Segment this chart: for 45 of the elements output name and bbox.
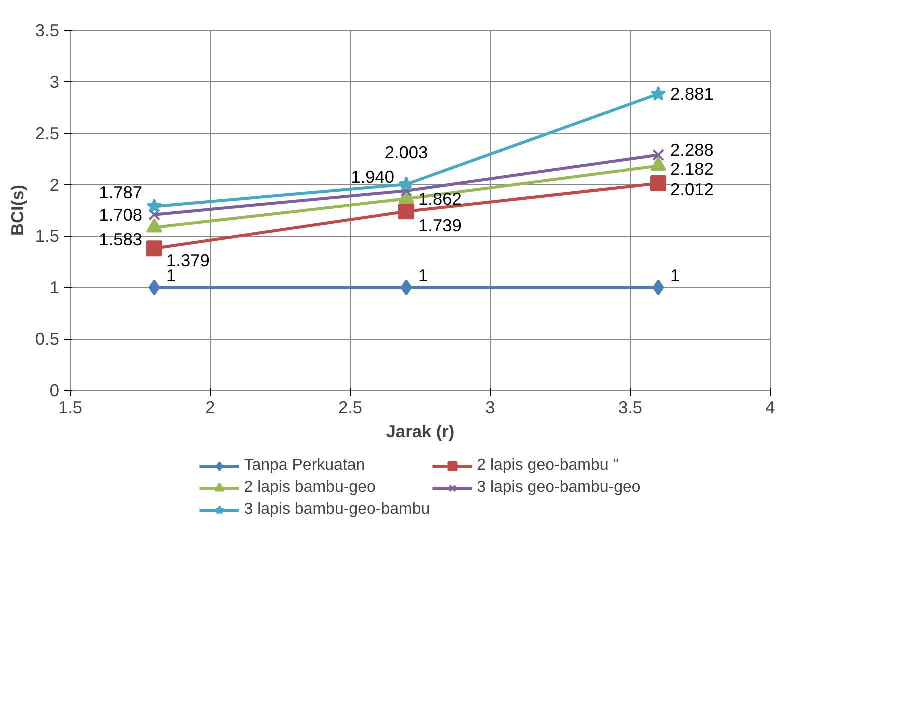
data-label: 1 [418, 266, 428, 286]
data-label: 1.940 [351, 166, 395, 187]
legend-label: 2 lapis geo-bambu " [477, 457, 619, 475]
y-tick-label: 2 [50, 174, 60, 195]
x-tick-label: 3.5 [618, 398, 643, 418]
point [652, 280, 664, 296]
point [148, 208, 160, 221]
y-tick-label: 0.5 [35, 329, 60, 350]
point [400, 280, 412, 296]
data-label: 1.583 [99, 230, 143, 250]
point [650, 176, 666, 192]
y-tick-label: 3 [50, 72, 60, 92]
data-label: 1 [670, 266, 680, 286]
data-label: 2.881 [670, 84, 714, 104]
point [398, 176, 414, 192]
data-label: 1.787 [99, 182, 143, 203]
point [146, 198, 162, 214]
point [148, 280, 160, 296]
x-axis-title: Jarak (r) [386, 422, 455, 442]
x-tick-label: 3 [486, 398, 496, 418]
legend-label: 3 lapis geo-bambu-geo [477, 479, 641, 497]
legend-label: Tanpa Perkuatan [244, 457, 366, 475]
y-tick-label: 2.5 [35, 123, 60, 144]
y-tick-label: 0 [50, 380, 60, 400]
point [398, 204, 414, 220]
legend-label: 2 lapis bambu-geo [244, 479, 376, 497]
point [650, 86, 666, 101]
data-label: 1.739 [418, 216, 462, 236]
x-tick-label: 4 [766, 398, 776, 418]
data-label: 2.182 [670, 159, 714, 180]
y-tick-label: 3.5 [35, 20, 60, 40]
point [652, 149, 664, 162]
x-tick-label: 2.5 [338, 398, 363, 418]
y-tick-label: 1.5 [35, 226, 60, 246]
y-tick-label: 1 [50, 278, 60, 298]
point [146, 240, 162, 257]
data-label: 2.012 [670, 180, 714, 200]
data-label: 1.708 [99, 204, 143, 225]
point [400, 185, 412, 197]
data-label: 2.288 [670, 140, 714, 160]
y-axis-title: BCI(s) [7, 184, 28, 236]
data-label: 2.003 [384, 142, 428, 162]
legend-label: 3 lapis bambu-geo-bambu [244, 501, 430, 519]
x-tick-label: 2 [206, 398, 216, 418]
data-label: 1.862 [418, 188, 462, 209]
